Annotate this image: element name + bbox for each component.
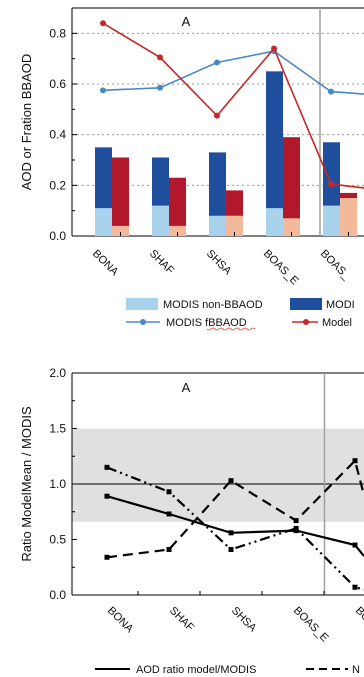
line-point	[157, 54, 163, 61]
line-model	[102, 22, 364, 189]
bar-modis-non-bb	[323, 205, 340, 236]
bar-model-non-bb	[283, 218, 300, 236]
shaded-band	[72, 428, 364, 522]
y-tick-label: 0.4	[49, 128, 66, 142]
ratio-point	[166, 489, 172, 495]
y-tick-label: 2.0	[49, 366, 66, 380]
legend-swatch	[126, 298, 158, 310]
bar-model-total	[283, 137, 300, 236]
legend-swatch	[290, 298, 322, 310]
legend-label: Model	[322, 317, 352, 329]
legend-top: MODIS non-BBAOD MODI MODIS fBBAOD Model	[126, 298, 355, 331]
category-label: BOAS_E	[261, 248, 301, 288]
bar-modis-total	[209, 152, 226, 236]
line-point	[100, 20, 106, 27]
legend-label: MODIS non-BBAOD	[163, 299, 263, 311]
bar-model-non-bb	[112, 225, 129, 236]
bar-model-total	[112, 157, 129, 236]
legend-label: AOD ratio model/MODIS	[136, 664, 256, 676]
bar-modis-non-bb	[209, 215, 226, 236]
category-label: BOAS_	[318, 248, 353, 283]
ratio-point	[228, 546, 234, 552]
y-axis-label: Ratio ModelMean / MODIS	[19, 406, 34, 562]
ratio-point	[228, 530, 234, 536]
legend-marker	[140, 319, 146, 325]
line-point	[328, 181, 334, 188]
bar-modis-non-bb	[266, 208, 283, 236]
bar-model-total	[169, 177, 186, 236]
ratio-point	[293, 525, 299, 531]
category-label: BOAS_E	[291, 605, 331, 645]
ratio-line-dash-dot-dot	[106, 466, 364, 591]
legend-bottom: AOD ratio model/MODIS N	[95, 664, 360, 676]
ratio-point	[352, 542, 358, 548]
bar-modis-total	[266, 71, 283, 236]
y-tick-label: 0.0	[49, 229, 66, 243]
panel-label: A	[182, 380, 191, 395]
panel-label: A	[182, 14, 191, 29]
category-label: BONA	[90, 248, 121, 279]
ratio-line-dashed	[106, 458, 364, 559]
y-axis-label: AOD or Fration BBAOD	[19, 54, 34, 191]
y-tick-label: 0.2	[49, 178, 66, 192]
bar-model-non-bb	[226, 215, 243, 236]
y-tick-label: 1.5	[49, 422, 66, 436]
y-tick-label: 0.6	[49, 77, 66, 91]
y-tick-label: 1.0	[49, 477, 66, 491]
line-point	[214, 59, 220, 66]
spellcheck-underline	[206, 327, 256, 331]
legend-label: MODIS fBBAOD	[166, 317, 247, 329]
ratio-point	[352, 458, 358, 464]
line-point	[214, 112, 220, 119]
category-label: SHSA	[204, 248, 234, 278]
category-label: BONA	[105, 605, 136, 636]
bar-modis-non-bb	[152, 205, 169, 236]
top-panel: 0.0 0.2 0.4 0.6 0.8 AOD or Fration BBAOD A BONA…	[19, 7, 364, 288]
bottom-panel: 0.0 0.5 1.0 1.5 2.0 Ratio ModelMean / MODIS A B…	[19, 366, 364, 644]
legend-marker	[303, 319, 309, 325]
ratio-point	[166, 546, 172, 552]
bar-model-non-bb	[169, 225, 186, 236]
line-point	[328, 88, 334, 95]
ratio-point	[104, 464, 110, 470]
ratio-point	[104, 554, 110, 560]
category-label: BOAS_	[353, 605, 364, 640]
line-point	[100, 87, 106, 94]
ratio-point	[104, 493, 110, 499]
category-label: SHSA	[229, 605, 259, 635]
ratio-point	[293, 518, 299, 524]
category-label: SHAF	[147, 248, 176, 277]
legend-label: N	[352, 664, 360, 676]
ratio-point	[166, 511, 172, 517]
y-tick-label: 0.5	[49, 533, 66, 547]
line-point	[271, 45, 277, 52]
bar-model-non-bb	[340, 198, 357, 236]
y-tick-label: 0.0	[49, 588, 66, 602]
ratio-point	[228, 478, 234, 484]
ratio-point	[352, 584, 358, 590]
line-modis-fbbaod	[102, 50, 364, 95]
category-label: SHAF	[167, 605, 196, 634]
line-point	[157, 84, 163, 91]
bar-modis-non-bb	[95, 208, 112, 236]
y-tick-label: 0.8	[49, 26, 66, 40]
legend-label: MODI	[326, 299, 355, 311]
